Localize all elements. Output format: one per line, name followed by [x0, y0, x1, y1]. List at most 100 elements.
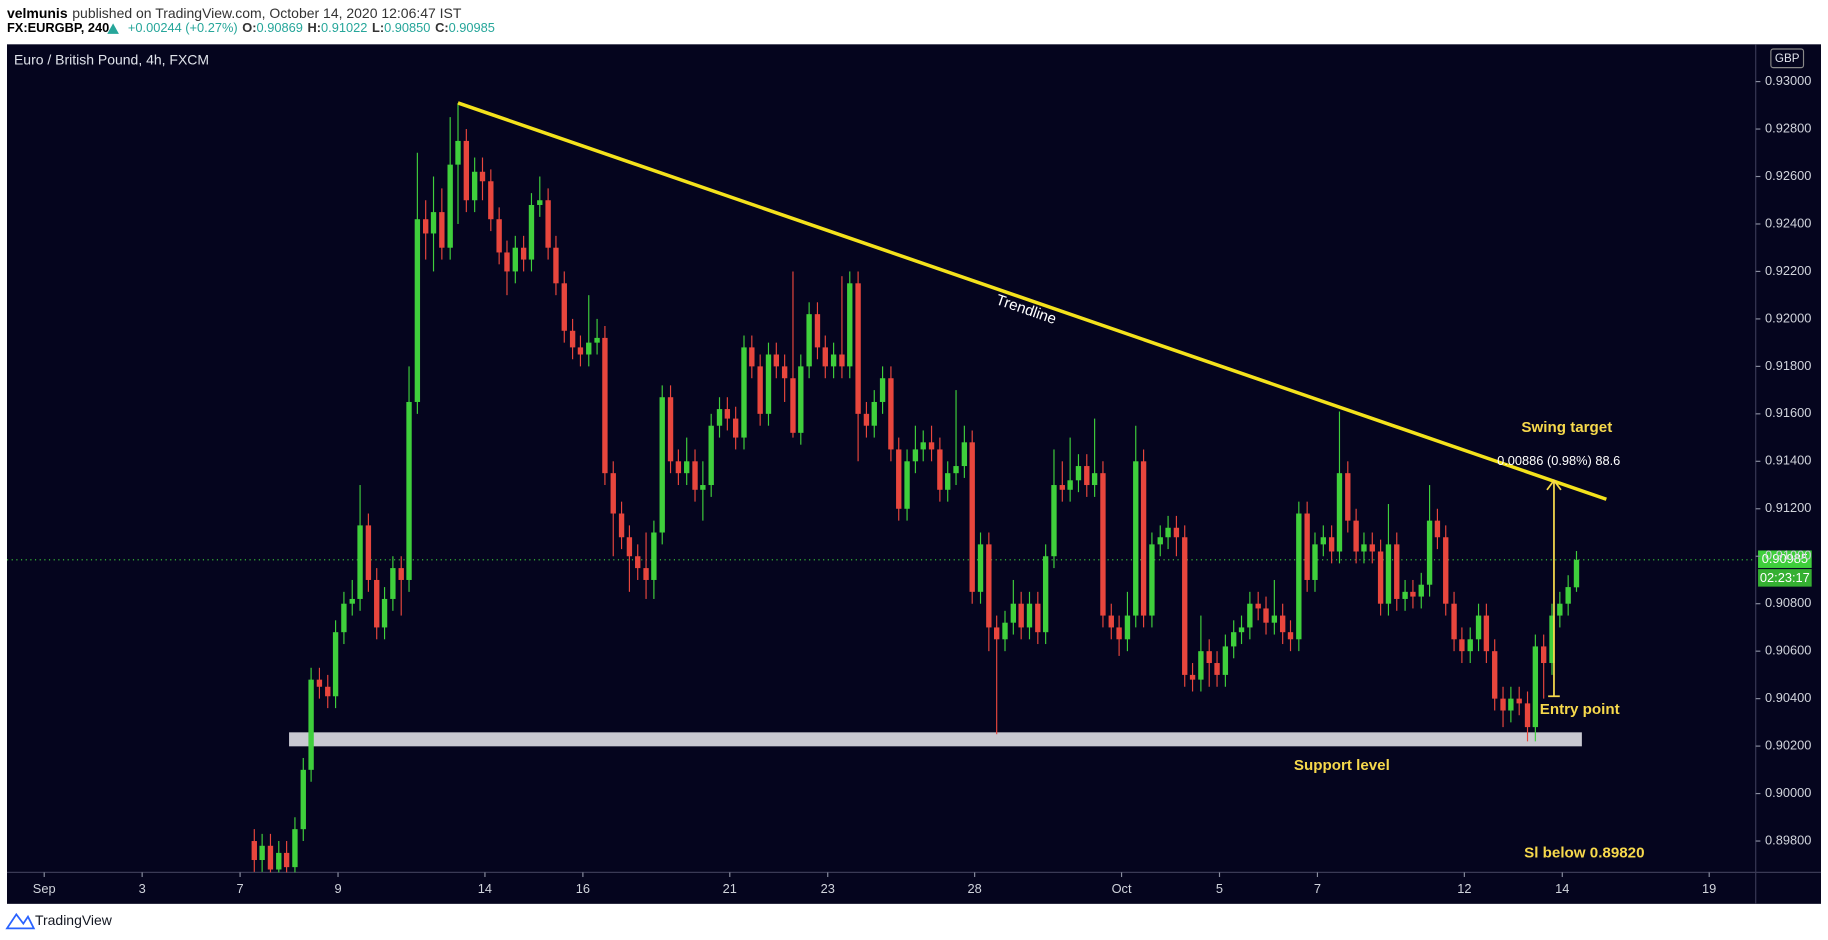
y-tick-label: 0.92600 — [1765, 168, 1811, 183]
l-label: L: — [372, 21, 384, 36]
candle-body — [316, 679, 323, 687]
currency-box — [1770, 48, 1805, 69]
candle-body — [1451, 603, 1457, 640]
candle-body — [920, 442, 926, 450]
candle-body — [618, 513, 625, 538]
candle-body — [773, 354, 779, 367]
candle-body — [1075, 466, 1082, 481]
candle-body — [716, 409, 723, 426]
candle-body — [423, 219, 429, 234]
candle-body — [569, 330, 576, 348]
candle-body — [259, 845, 265, 861]
x-tick-label: 3 — [139, 881, 146, 896]
candle-body — [1059, 485, 1065, 490]
up-arrow — [107, 23, 119, 34]
y-tick-label: 0.91200 — [1765, 500, 1811, 515]
y-tick-label: 0.90000 — [1765, 785, 1811, 800]
x-tick-label: Sep — [33, 881, 56, 896]
symbol-legend: Euro / British Pound, 4h, FXCM — [14, 51, 209, 67]
c-label: C: — [435, 21, 449, 36]
symbol-line: FX:EURGBP, 240 +0.00244 (+0.27%) O:0.90869… — [7, 21, 495, 36]
candle-body — [1508, 698, 1514, 711]
candle-body — [749, 347, 755, 367]
o-value: 0.90869 — [257, 21, 303, 36]
measure-label: 0.00886 (0.98%) 88.6 — [1497, 453, 1620, 468]
candle-body — [863, 413, 870, 426]
x-tick-label: 23 — [821, 881, 835, 896]
candle-body — [741, 347, 747, 438]
candle-body — [969, 442, 975, 592]
x-tick-label: 21 — [723, 881, 737, 896]
candle-body — [586, 342, 592, 355]
candle-body — [790, 378, 796, 433]
candle-body — [610, 473, 616, 514]
candle-body — [781, 366, 788, 379]
countdown: 02:23:17 — [1760, 570, 1810, 585]
candle-body — [381, 598, 388, 628]
candle-body — [1018, 603, 1024, 628]
x-tick-label: 12 — [1457, 881, 1471, 896]
x-tick-label: 5 — [1216, 881, 1223, 896]
candle-body — [1532, 646, 1539, 728]
candle-body — [1549, 615, 1555, 664]
candle-body — [520, 247, 527, 260]
y-tick-label: 0.92800 — [1765, 120, 1811, 135]
candle-body — [847, 283, 853, 367]
candle-body — [1565, 587, 1571, 604]
candle-body — [896, 449, 902, 509]
candle-body — [471, 171, 478, 201]
candle-body — [374, 579, 380, 628]
candle-body — [1010, 603, 1017, 623]
candle-body — [1206, 651, 1212, 664]
annotation: Sl below 0.89820 — [1524, 845, 1644, 862]
candle-body — [406, 401, 412, 580]
chart-background — [6, 44, 1822, 904]
candle-body — [806, 314, 812, 367]
candle-body — [1108, 615, 1114, 628]
last-price-box — [1758, 550, 1812, 568]
candle-body — [1173, 527, 1180, 538]
candle-body — [479, 171, 486, 182]
candle-body — [659, 397, 665, 533]
candle-body — [667, 397, 674, 462]
candle-body — [251, 841, 257, 861]
candle-body — [504, 252, 510, 272]
candle-body — [724, 409, 731, 419]
candle-body — [528, 204, 535, 260]
candle-body — [1336, 473, 1343, 552]
x-tick-label: 9 — [334, 881, 341, 896]
y-tick-label: 0.91800 — [1765, 358, 1811, 373]
candle-body — [463, 140, 470, 201]
candle-body — [1026, 603, 1033, 628]
candle-body — [1165, 527, 1171, 538]
candle-body — [1214, 663, 1220, 675]
candle-body — [332, 632, 339, 697]
x-tick-label: 19 — [1702, 881, 1716, 896]
candle-body — [276, 852, 282, 870]
candle-body — [1051, 485, 1057, 557]
candle-body — [635, 556, 641, 569]
candle-body — [1304, 513, 1310, 580]
candle-body — [365, 525, 372, 580]
y-tick-label: 0.91000 — [1765, 548, 1811, 563]
last-price: 0.90985 — [1762, 551, 1808, 566]
candle-body — [684, 461, 690, 474]
candle-body — [357, 525, 363, 599]
candle-body — [888, 378, 894, 450]
candle-body — [1133, 461, 1139, 616]
candle-body — [1459, 639, 1465, 652]
candle-body — [1287, 632, 1294, 640]
candle-body — [1296, 513, 1302, 640]
candle-body — [1524, 703, 1531, 728]
candle-body — [855, 283, 861, 414]
candle-body — [798, 366, 804, 433]
candle-body — [1492, 651, 1498, 699]
x-tick-label: 14 — [478, 881, 492, 896]
candle-body — [651, 532, 657, 580]
candle-body — [1222, 646, 1229, 675]
candle-body — [879, 378, 886, 402]
candle-body — [283, 852, 290, 868]
candle-body — [1353, 520, 1359, 552]
candle-body — [1279, 615, 1286, 633]
candle-body — [577, 347, 584, 355]
